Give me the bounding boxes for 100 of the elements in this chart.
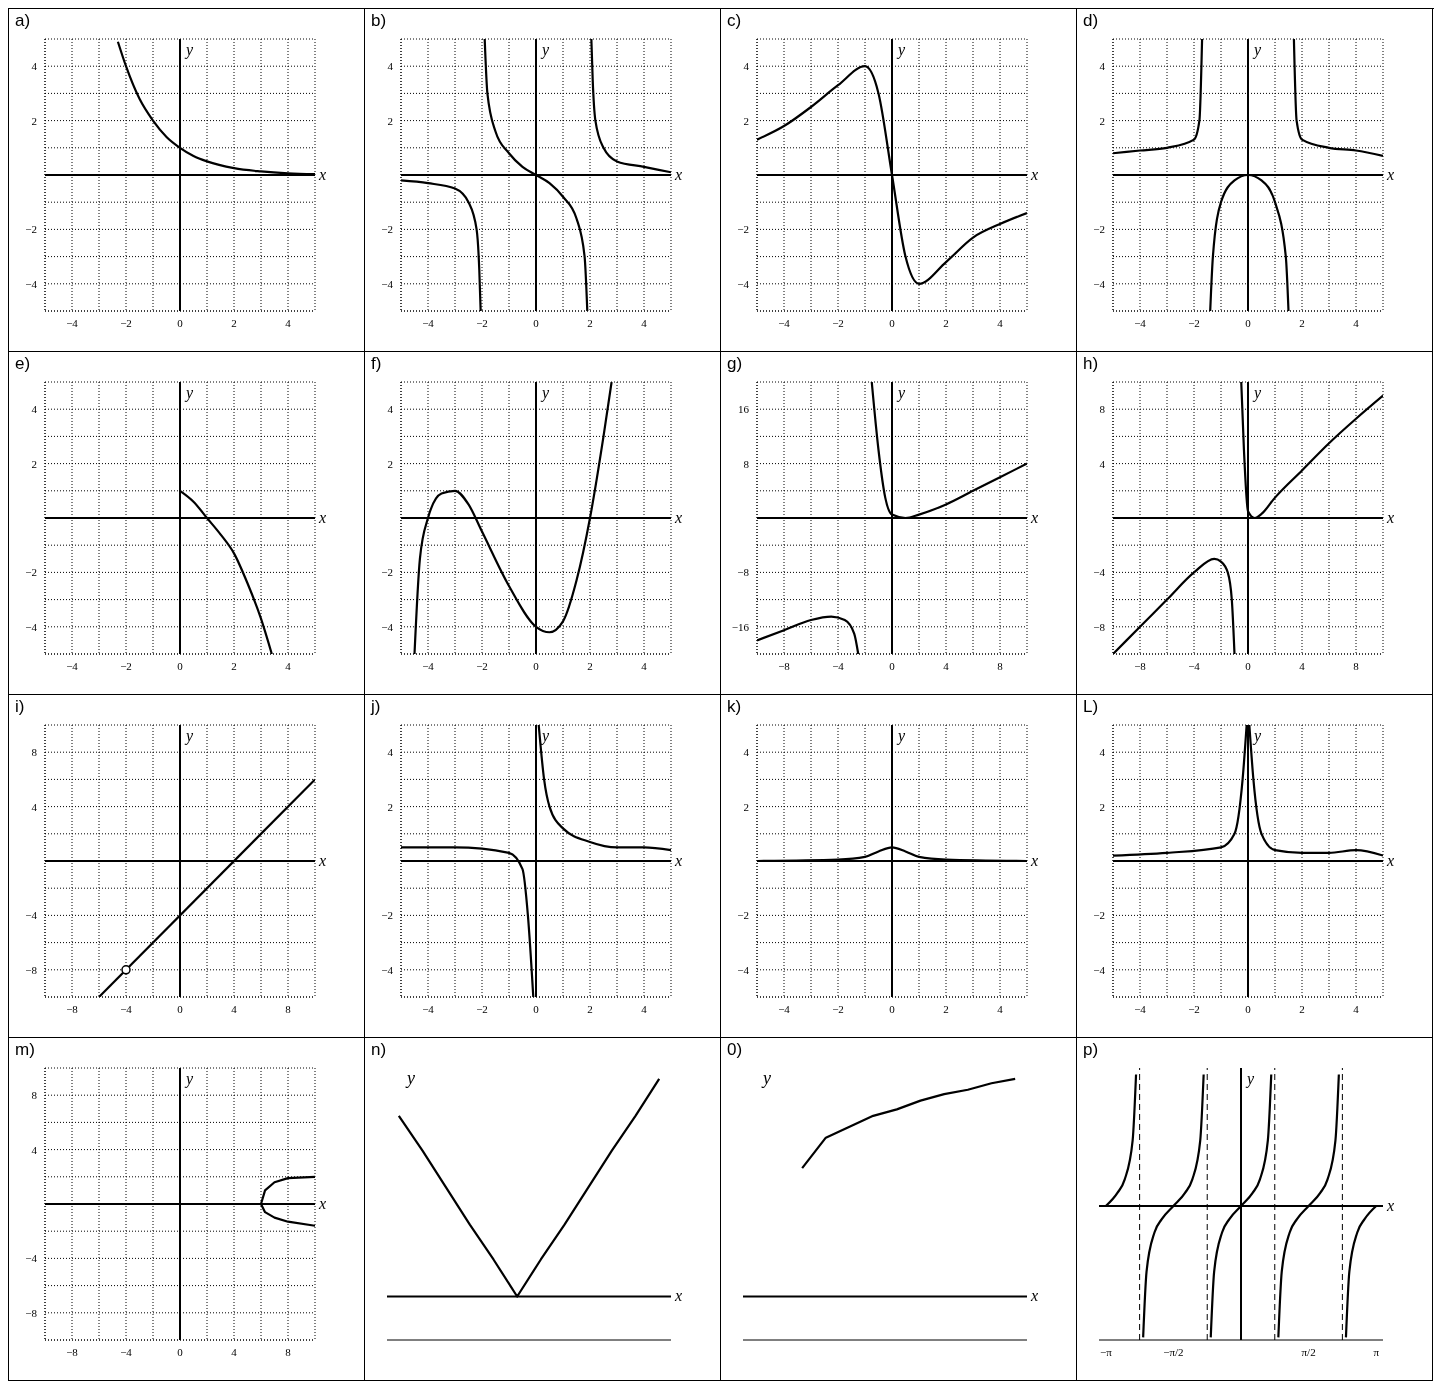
y-tick-label: −4 bbox=[381, 963, 394, 976]
x-tick-label: −2 bbox=[120, 659, 132, 672]
x-tick-label: 4 bbox=[231, 1002, 238, 1015]
y-tick-label: −8 bbox=[25, 1306, 38, 1319]
y-tick-label: 2 bbox=[31, 114, 37, 127]
y-tick-label: 8 bbox=[31, 746, 38, 759]
x-tick-label: 0 bbox=[533, 316, 540, 329]
x-tick-label: −2 bbox=[832, 1002, 844, 1015]
x-tick-label: 8 bbox=[285, 1002, 292, 1015]
x-axis-title: x bbox=[1030, 1287, 1039, 1305]
x-tick-label: 0 bbox=[1245, 659, 1252, 672]
y-axis-title: y bbox=[896, 384, 906, 402]
x-tick-label: 0 bbox=[533, 659, 540, 672]
x-tick-label: 0 bbox=[1245, 316, 1252, 329]
y-tick-label: 4 bbox=[1099, 60, 1106, 73]
y-axis-title: y bbox=[540, 41, 550, 59]
x-tick-label: 4 bbox=[1353, 316, 1360, 329]
x-axis-title: x bbox=[1030, 166, 1039, 183]
chart-title: L) bbox=[1083, 697, 1100, 718]
y-axis-title: y bbox=[184, 384, 194, 402]
x-tick-label: 2 bbox=[231, 659, 237, 672]
chart-title: 0) bbox=[727, 1040, 744, 1061]
chart-title: f) bbox=[371, 354, 383, 375]
y-tick-label: −4 bbox=[1093, 963, 1106, 976]
y-axis-title: y bbox=[540, 727, 550, 745]
x-tick-label: −4 bbox=[120, 1002, 133, 1015]
x-tick-label: −2 bbox=[476, 1002, 488, 1015]
y-tick-label: −16 bbox=[731, 620, 750, 633]
x-axis-title: x bbox=[318, 166, 327, 183]
chart-title: a) bbox=[15, 11, 32, 32]
x-axis-title: x bbox=[674, 852, 683, 869]
x-tick-label: −8 bbox=[66, 1345, 79, 1358]
chart-title: m) bbox=[15, 1040, 36, 1061]
y-tick-label: −2 bbox=[381, 566, 393, 579]
chart-title: d) bbox=[1083, 11, 1100, 32]
x-tick-label: −8 bbox=[66, 1002, 79, 1015]
x-tick-label: 0 bbox=[177, 1002, 184, 1015]
x-tick-label: 2 bbox=[943, 316, 949, 329]
x-tick-label: 0 bbox=[177, 1345, 184, 1358]
y-tick-label: −4 bbox=[25, 277, 38, 290]
chart-title: p) bbox=[1083, 1040, 1100, 1061]
y-axis-title: y bbox=[763, 1068, 771, 1089]
y-axis-title: y bbox=[184, 727, 194, 745]
y-tick-label: 2 bbox=[387, 114, 393, 127]
x-tick-label: 0 bbox=[889, 659, 896, 672]
x-axis-title: x bbox=[674, 1287, 683, 1305]
x-tick-label: −2 bbox=[476, 659, 488, 672]
x-tick-label: 8 bbox=[997, 659, 1004, 672]
chart-title: g) bbox=[727, 354, 744, 375]
y-tick-label: 8 bbox=[1099, 403, 1106, 416]
chart-title: n) bbox=[371, 1040, 388, 1061]
x-tick-label: −2 bbox=[120, 316, 132, 329]
x-tick-label: 2 bbox=[1299, 316, 1305, 329]
y-axis-title: y bbox=[184, 1070, 194, 1088]
x-tick-label: 4 bbox=[1353, 1002, 1360, 1015]
y-tick-label: 2 bbox=[743, 800, 749, 813]
y-tick-label: −4 bbox=[1093, 566, 1106, 579]
y-tick-label: −4 bbox=[25, 909, 38, 922]
y-tick-label: 8 bbox=[31, 1089, 38, 1102]
x-axis-title: x bbox=[1030, 852, 1039, 869]
x-tick-label: 2 bbox=[587, 1002, 593, 1015]
y-tick-label: 4 bbox=[31, 60, 38, 73]
y-axis-title: y bbox=[896, 727, 906, 745]
y-tick-label: −4 bbox=[25, 620, 38, 633]
x-tick-label: 4 bbox=[641, 1002, 648, 1015]
x-tick-label: π/2 bbox=[1301, 1345, 1316, 1358]
y-tick-label: 4 bbox=[31, 800, 38, 813]
y-axis-title: y bbox=[1252, 384, 1262, 402]
x-tick-label: −4 bbox=[422, 316, 435, 329]
x-tick-label: −4 bbox=[1134, 316, 1147, 329]
y-tick-label: −4 bbox=[1093, 277, 1106, 290]
x-axis-title: x bbox=[318, 509, 327, 526]
x-tick-label: 4 bbox=[285, 316, 292, 329]
x-tick-label: 0 bbox=[177, 316, 184, 329]
x-tick-label: −4 bbox=[422, 659, 435, 672]
y-tick-label: 4 bbox=[31, 403, 38, 416]
x-tick-label: 2 bbox=[1299, 1002, 1305, 1015]
x-tick-label: −2 bbox=[832, 316, 844, 329]
y-axis-title: y bbox=[896, 41, 906, 59]
y-tick-label: −2 bbox=[25, 223, 37, 236]
x-tick-label: 4 bbox=[943, 659, 950, 672]
y-axis-title: y bbox=[184, 41, 194, 59]
x-tick-label: −4 bbox=[1134, 1002, 1147, 1015]
x-tick-label: −8 bbox=[1134, 659, 1147, 672]
y-tick-label: 2 bbox=[31, 457, 37, 470]
x-tick-label: −4 bbox=[778, 1002, 791, 1015]
x-tick-label: −2 bbox=[1188, 316, 1200, 329]
x-tick-label: π bbox=[1373, 1345, 1380, 1358]
x-axis-title: x bbox=[1386, 852, 1395, 869]
y-tick-label: 2 bbox=[1099, 114, 1105, 127]
y-tick-label: 2 bbox=[387, 457, 393, 470]
y-tick-label: −8 bbox=[1093, 620, 1106, 633]
x-axis-title: x bbox=[1386, 509, 1395, 526]
y-tick-label: 4 bbox=[31, 1143, 38, 1156]
x-tick-label: 4 bbox=[1299, 659, 1306, 672]
y-tick-label: 4 bbox=[1099, 457, 1106, 470]
x-tick-label: −4 bbox=[832, 659, 845, 672]
y-tick-label: 8 bbox=[743, 457, 750, 470]
chart-title: i) bbox=[15, 697, 26, 718]
x-tick-label: 2 bbox=[587, 659, 593, 672]
